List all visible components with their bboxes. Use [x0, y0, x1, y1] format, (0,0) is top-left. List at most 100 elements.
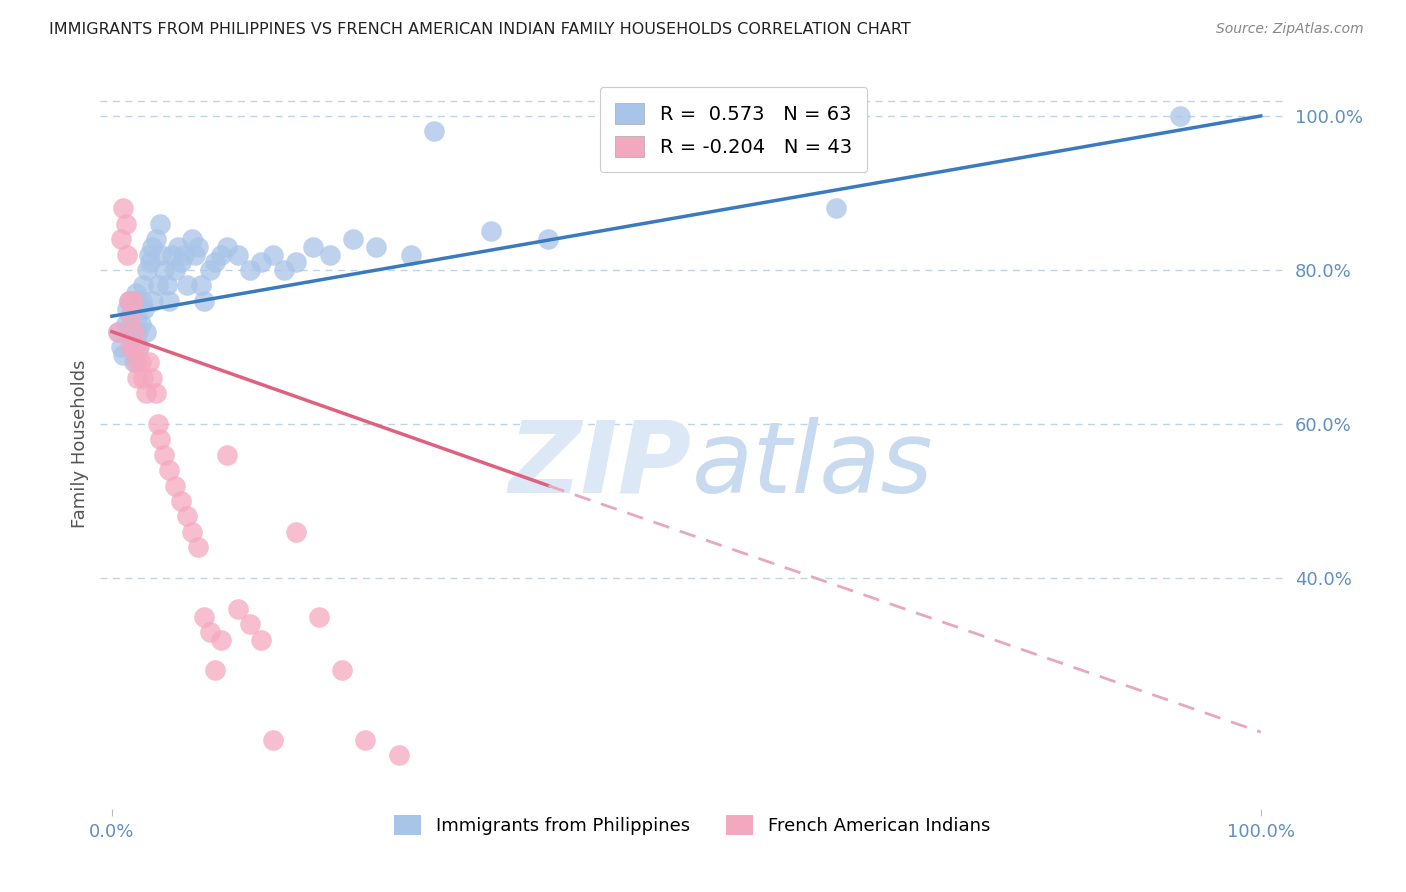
Point — [127, 340, 149, 354]
Point — [157, 463, 180, 477]
Point — [139, 255, 162, 269]
Point — [118, 293, 141, 308]
Point — [112, 348, 135, 362]
Point — [142, 293, 165, 308]
Point — [250, 632, 273, 647]
Point — [319, 247, 342, 261]
Point — [120, 309, 142, 323]
Point — [138, 355, 160, 369]
Point — [537, 232, 560, 246]
Point — [226, 602, 249, 616]
Point — [124, 340, 146, 354]
Point — [250, 255, 273, 269]
Point — [152, 263, 174, 277]
Point — [152, 448, 174, 462]
Point — [187, 541, 209, 555]
Point — [157, 293, 180, 308]
Point — [145, 386, 167, 401]
Point — [342, 232, 364, 246]
Point — [150, 247, 173, 261]
Point — [122, 325, 145, 339]
Point — [284, 255, 307, 269]
Point — [181, 232, 204, 246]
Point — [129, 355, 152, 369]
Point — [120, 340, 142, 354]
Point — [226, 247, 249, 261]
Point — [167, 240, 190, 254]
Point — [138, 247, 160, 261]
Text: Source: ZipAtlas.com: Source: ZipAtlas.com — [1216, 22, 1364, 37]
Point — [239, 617, 262, 632]
Point — [262, 732, 284, 747]
Point — [121, 293, 143, 308]
Point — [364, 240, 387, 254]
Point — [107, 325, 129, 339]
Text: IMMIGRANTS FROM PHILIPPINES VS FRENCH AMERICAN INDIAN FAMILY HOUSEHOLDS CORRELAT: IMMIGRANTS FROM PHILIPPINES VS FRENCH AM… — [49, 22, 911, 37]
Point — [209, 632, 232, 647]
Point — [120, 325, 142, 339]
Point — [121, 332, 143, 346]
Point — [132, 301, 155, 316]
Point — [135, 325, 157, 339]
Point — [122, 355, 145, 369]
Point — [132, 371, 155, 385]
Point — [127, 309, 149, 323]
Point — [204, 255, 226, 269]
Point — [824, 202, 846, 216]
Point — [193, 609, 215, 624]
Point — [115, 247, 138, 261]
Point — [176, 278, 198, 293]
Point — [112, 202, 135, 216]
Point — [193, 293, 215, 308]
Point — [118, 293, 141, 308]
Point — [107, 325, 129, 339]
Point — [135, 386, 157, 401]
Point — [131, 293, 153, 308]
Point — [110, 340, 132, 354]
Point — [146, 417, 169, 431]
Point — [284, 524, 307, 539]
Point — [146, 278, 169, 293]
Point — [176, 509, 198, 524]
Point — [124, 293, 146, 308]
Point — [215, 448, 238, 462]
Point — [127, 371, 149, 385]
Point — [215, 240, 238, 254]
Point — [115, 301, 138, 316]
Point — [1170, 109, 1192, 123]
Point — [198, 625, 221, 640]
Point — [187, 240, 209, 254]
Point — [204, 664, 226, 678]
Point — [190, 278, 212, 293]
Text: atlas: atlas — [692, 417, 934, 514]
Point — [163, 263, 186, 277]
Point — [170, 255, 193, 269]
Point — [388, 748, 411, 763]
Point — [173, 247, 195, 261]
Point — [141, 240, 163, 254]
Point — [262, 247, 284, 261]
Point — [330, 664, 353, 678]
Point — [128, 340, 150, 354]
Point — [302, 240, 325, 254]
Point — [127, 325, 149, 339]
Point — [141, 371, 163, 385]
Point — [239, 263, 262, 277]
Point — [125, 355, 148, 369]
Point — [183, 247, 205, 261]
Point — [160, 247, 183, 261]
Point — [132, 278, 155, 293]
Point — [136, 263, 159, 277]
Text: ZIP: ZIP — [509, 417, 692, 514]
Point — [399, 247, 422, 261]
Point — [125, 286, 148, 301]
Point — [163, 478, 186, 492]
Point — [181, 524, 204, 539]
Point — [273, 263, 295, 277]
Point — [114, 217, 136, 231]
Point — [129, 317, 152, 331]
Point — [479, 225, 502, 239]
Point — [209, 247, 232, 261]
Point — [149, 217, 172, 231]
Point — [120, 309, 142, 323]
